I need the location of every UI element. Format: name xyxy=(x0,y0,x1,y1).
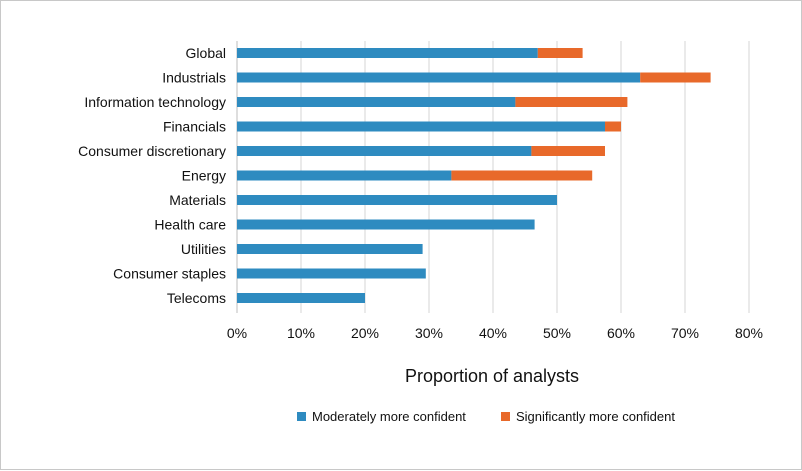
bar-moderately xyxy=(237,293,365,303)
category-label: Information technology xyxy=(84,94,226,110)
legend-swatch xyxy=(297,412,306,421)
category-label: Consumer discretionary xyxy=(78,143,226,159)
category-label: Telecoms xyxy=(167,290,226,306)
legend-label: Moderately more confident xyxy=(312,409,466,424)
x-tick-label: 80% xyxy=(735,325,763,341)
x-tick-label: 0% xyxy=(227,325,247,341)
category-label: Utilities xyxy=(181,241,226,257)
bar-moderately xyxy=(237,268,426,279)
bar-moderately xyxy=(237,72,641,83)
category-label: Financials xyxy=(163,119,226,135)
bar-significantly xyxy=(515,97,628,107)
x-tick-label: 60% xyxy=(607,325,635,341)
x-axis-title: Proportion of analysts xyxy=(405,366,579,386)
x-tick-label: 30% xyxy=(415,325,443,341)
legend-swatch xyxy=(501,412,510,421)
bar-significantly xyxy=(451,170,593,181)
bar-moderately xyxy=(237,219,535,230)
bar-moderately xyxy=(237,244,423,254)
bar-significantly xyxy=(640,72,711,83)
bar-significantly xyxy=(531,146,605,156)
legend-label: Significantly more confident xyxy=(516,409,675,424)
bar-moderately xyxy=(237,170,452,181)
x-tick-label: 20% xyxy=(351,325,379,341)
bar-moderately xyxy=(237,48,538,58)
category-label: Consumer staples xyxy=(113,266,226,282)
bar-moderately xyxy=(237,121,605,132)
x-tick-label: 40% xyxy=(479,325,507,341)
category-label: Energy xyxy=(182,168,226,184)
category-label: Health care xyxy=(154,217,226,233)
bar-moderately xyxy=(237,97,516,107)
bar-significantly xyxy=(605,121,621,132)
x-tick-label: 10% xyxy=(287,325,315,341)
x-tick-label: 50% xyxy=(543,325,571,341)
bar-moderately xyxy=(237,146,532,156)
x-tick-label: 70% xyxy=(671,325,699,341)
bar-significantly xyxy=(537,48,583,58)
category-label: Materials xyxy=(169,192,226,208)
category-label: Industrials xyxy=(162,70,226,86)
bar-moderately xyxy=(237,195,557,205)
category-label: Global xyxy=(186,45,226,61)
